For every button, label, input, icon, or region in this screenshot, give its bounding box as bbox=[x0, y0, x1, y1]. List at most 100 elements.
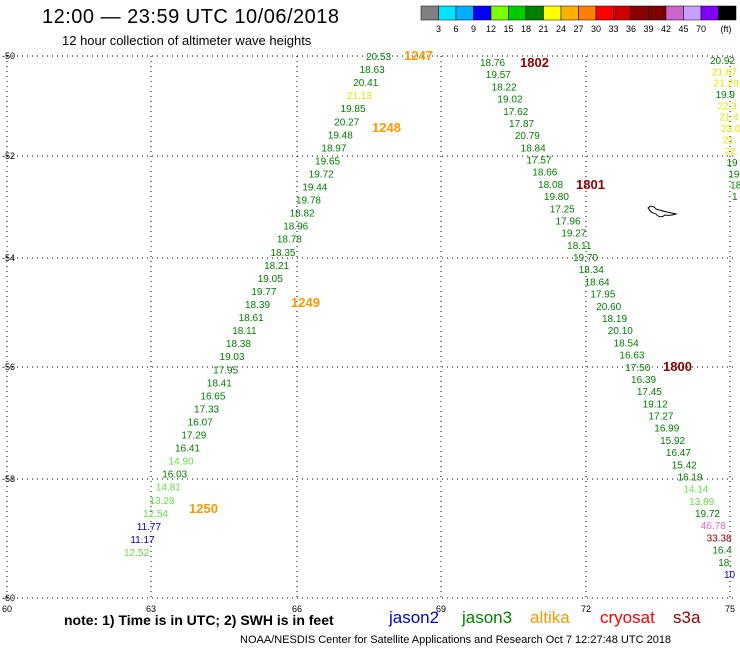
scale-label: 3 bbox=[436, 24, 441, 34]
lat-label: -52 bbox=[2, 151, 15, 161]
lon-label: 72 bbox=[581, 604, 591, 614]
scale-swatch bbox=[438, 5, 457, 21]
swh-value: 16.65 bbox=[200, 391, 225, 402]
lat-label: -54 bbox=[2, 253, 15, 263]
scale-label: 39 bbox=[643, 24, 653, 34]
swh-value: 16.07 bbox=[188, 417, 213, 428]
scale-label: 27 bbox=[573, 24, 583, 34]
scale-label: 12 bbox=[486, 24, 496, 34]
scale-swatch bbox=[630, 5, 649, 21]
scale-swatch bbox=[490, 5, 509, 21]
scale-swatch bbox=[525, 5, 544, 21]
swh-value: 18 bbox=[730, 181, 740, 192]
scale-label: 30 bbox=[591, 24, 601, 34]
scale-swatch bbox=[560, 5, 579, 21]
map-grid bbox=[6, 55, 733, 599]
swh-value: 20.53 bbox=[366, 52, 391, 63]
swh-value: 18.11 bbox=[567, 241, 592, 252]
swh-value: 19.44 bbox=[302, 183, 327, 194]
scale-label: 70 bbox=[696, 24, 706, 34]
lon-label: 63 bbox=[146, 604, 156, 614]
swh-value: 18.39 bbox=[245, 300, 270, 311]
scale-label: 15 bbox=[503, 24, 513, 34]
scale-label: 36 bbox=[626, 24, 636, 34]
legend-s3a: s3a bbox=[673, 608, 701, 627]
swh-value: 17.27 bbox=[648, 412, 673, 423]
swh-value: 14.14 bbox=[683, 485, 708, 496]
island-coastline bbox=[647, 205, 678, 218]
swh-value: 18.61 bbox=[239, 313, 264, 324]
legend-cryosat: cryosat bbox=[600, 608, 655, 627]
lat-label: -56 bbox=[2, 362, 15, 372]
swh-value: 18.35 bbox=[270, 248, 295, 259]
scale-swatch bbox=[648, 5, 667, 21]
swh-value: 20.41 bbox=[353, 78, 378, 89]
swh-value: 18.96 bbox=[283, 222, 308, 233]
swh-value: 20.60 bbox=[596, 302, 621, 313]
swh-value: 17.87 bbox=[509, 119, 534, 130]
swh-value: 18.82 bbox=[290, 209, 315, 220]
swh-value: 17.95 bbox=[590, 290, 615, 301]
swh-value: 17.45 bbox=[637, 387, 662, 398]
scale-swatch bbox=[473, 5, 492, 21]
map-subtitle: 12 hour collection of altimeter wave hei… bbox=[62, 33, 312, 48]
scale-swatch bbox=[508, 5, 527, 21]
scale-swatch bbox=[420, 5, 439, 21]
swh-value: 10 bbox=[724, 570, 736, 581]
swh-value: 16.47 bbox=[666, 448, 691, 459]
swh-value: 19.85 bbox=[341, 104, 366, 115]
swh-value: 18.97 bbox=[321, 143, 346, 154]
legend-jason2: jason2 bbox=[389, 608, 440, 627]
map-title: 12:00 — 23:59 UTC 10/06/2018 bbox=[42, 6, 340, 28]
time-labels: 1247 1248 1249 1250 1802 1801 1800 bbox=[189, 48, 692, 516]
scale-unit: (ft) bbox=[721, 24, 732, 34]
swh-value: 15.42 bbox=[672, 460, 697, 471]
altimeter-tracks: 20.53 18.63 20.41 21.13 19.85 20.27 19.48 18.97… bbox=[124, 52, 740, 581]
scale-label: 33 bbox=[608, 24, 618, 34]
scale-swatch bbox=[455, 5, 474, 21]
swh-value: 19 bbox=[728, 169, 740, 180]
scale-swatch bbox=[578, 5, 597, 21]
swh-value: 20.92 bbox=[710, 56, 735, 67]
scale-swatch bbox=[683, 5, 702, 21]
swh-value: 19.27 bbox=[561, 229, 586, 240]
scale-label: 45 bbox=[678, 24, 688, 34]
swh-value: 17.95 bbox=[213, 365, 238, 376]
swh-value: 16.4 bbox=[712, 546, 732, 557]
swh-value: 18.76 bbox=[480, 58, 505, 69]
swh-value: 19.05 bbox=[258, 274, 283, 285]
swh-value: 18.41 bbox=[207, 378, 232, 389]
swh-value: 17.29 bbox=[181, 431, 206, 442]
time-label: 1247 bbox=[404, 48, 433, 63]
swh-value: 16.41 bbox=[175, 444, 200, 455]
color-scale: 3 6 9 12 15 18 21 24 27 30 33 36 39 42 45 70 (ft) bbox=[420, 5, 737, 34]
swh-value: 19.12 bbox=[643, 399, 668, 410]
swh-value: 11.77 bbox=[137, 522, 162, 533]
swh-value: 13.89 bbox=[689, 497, 714, 508]
scale-swatch bbox=[613, 5, 632, 21]
swh-value: 17.96 bbox=[556, 216, 581, 227]
heard-island-outline bbox=[647, 205, 678, 218]
swh-value: 18.66 bbox=[532, 168, 557, 179]
swh-value: 21.67 bbox=[712, 67, 737, 78]
swh-value: 33.38 bbox=[707, 533, 732, 544]
swh-value: 16.39 bbox=[631, 375, 656, 386]
swh-value: 16.03 bbox=[162, 470, 187, 481]
swh-value: 18.22 bbox=[492, 82, 517, 93]
swh-value: 19.65 bbox=[315, 156, 340, 167]
swh-value: 19.80 bbox=[544, 192, 569, 203]
swh-value: 19.57 bbox=[486, 70, 511, 81]
swh-value: 18.34 bbox=[579, 265, 604, 276]
swh-value: 13.28 bbox=[149, 496, 174, 507]
legend-jason3: jason3 bbox=[462, 608, 513, 627]
scale-swatch bbox=[665, 5, 684, 21]
swh-value: 12.52 bbox=[124, 548, 149, 559]
legend-altika: altika bbox=[530, 608, 570, 627]
swh-value: 23.0 bbox=[721, 124, 740, 135]
swh-value: 19 bbox=[727, 158, 739, 169]
swh-value: 16.99 bbox=[654, 424, 679, 435]
swh-value: 19.70 bbox=[573, 253, 598, 264]
swh-value: 16.19 bbox=[678, 472, 703, 483]
